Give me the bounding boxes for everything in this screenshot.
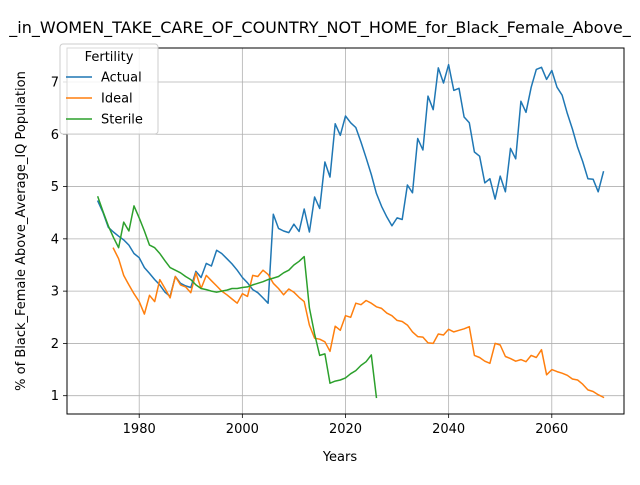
y-tick-label: 6 (51, 128, 59, 143)
y-tick-label: 1 (51, 389, 59, 404)
x-tick-label: 2000 (226, 422, 259, 437)
legend: Fertility Actual Ideal Sterile (60, 44, 158, 134)
x-axis-label: Years (322, 450, 358, 465)
y-tick-label: 4 (51, 232, 59, 247)
chart-title: _in_WOMEN_TAKE_CARE_OF_COUNTRY_NOT_HOME_… (8, 18, 631, 38)
x-tick-label: 1980 (123, 422, 156, 437)
x-tick-label: 2060 (535, 422, 568, 437)
y-tick-label: 5 (51, 180, 59, 195)
y-tick-label: 2 (51, 337, 59, 352)
y-axis-label: % of Black_Female Above_Average_IQ Popul… (14, 71, 29, 391)
legend-label-actual: Actual (101, 71, 142, 86)
y-tick-label: 7 (51, 75, 59, 90)
x-tick-label: 2040 (432, 422, 465, 437)
legend-title: Fertility (85, 50, 134, 65)
legend-label-ideal: Ideal (101, 92, 133, 107)
legend-label-sterile: Sterile (101, 113, 143, 128)
y-tick-label: 3 (51, 285, 59, 300)
x-tick-label: 2020 (329, 422, 362, 437)
